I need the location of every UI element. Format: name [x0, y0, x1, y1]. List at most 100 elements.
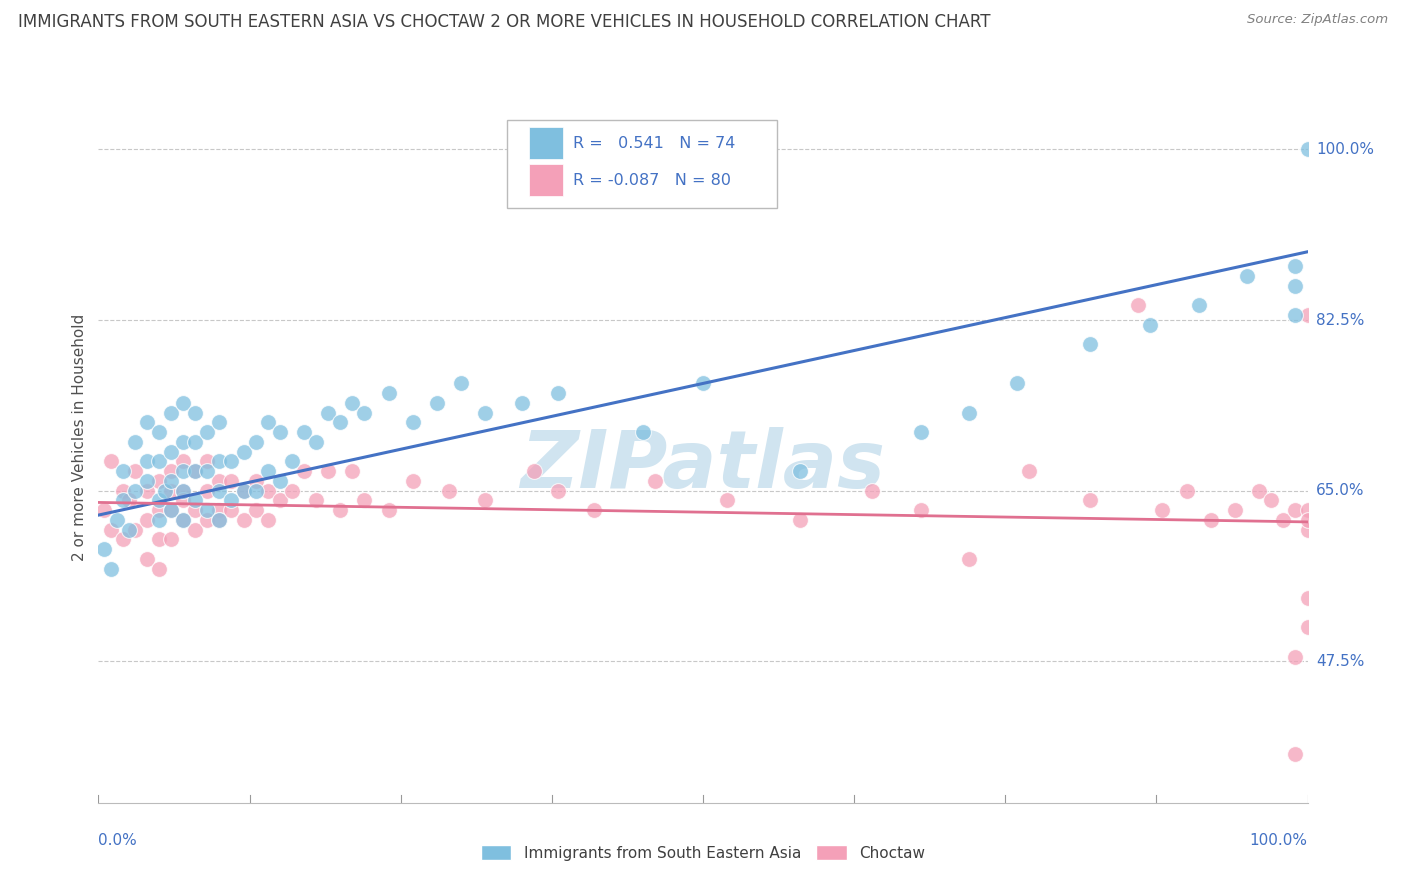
- Point: [402, 474, 425, 488]
- Point: [1296, 620, 1319, 634]
- Point: [124, 483, 146, 498]
- Point: [1139, 318, 1161, 332]
- Point: [1296, 523, 1319, 537]
- Point: [148, 474, 170, 488]
- Point: [160, 474, 183, 488]
- Point: [426, 396, 449, 410]
- Legend: Immigrants from South Eastern Asia, Choctaw: Immigrants from South Eastern Asia, Choc…: [474, 837, 932, 868]
- Point: [1284, 747, 1306, 761]
- Point: [329, 503, 352, 517]
- Point: [208, 416, 231, 430]
- Point: [316, 464, 339, 478]
- Point: [1284, 279, 1306, 293]
- Point: [1249, 483, 1271, 498]
- Point: [583, 503, 606, 517]
- Point: [1128, 298, 1150, 312]
- Point: [232, 513, 254, 527]
- Point: [232, 444, 254, 458]
- Point: [184, 523, 207, 537]
- Point: [148, 503, 170, 517]
- Point: [208, 513, 231, 527]
- Point: [1007, 376, 1029, 391]
- Point: [292, 464, 315, 478]
- Point: [437, 483, 460, 498]
- Point: [160, 533, 183, 547]
- Point: [208, 483, 231, 498]
- Point: [245, 434, 267, 449]
- Point: [474, 406, 496, 420]
- Point: [910, 425, 932, 440]
- Point: [148, 454, 170, 468]
- Point: [1236, 269, 1258, 284]
- Text: IMMIGRANTS FROM SOUTH EASTERN ASIA VS CHOCTAW 2 OR MORE VEHICLES IN HOUSEHOLD CO: IMMIGRANTS FROM SOUTH EASTERN ASIA VS CH…: [18, 13, 991, 31]
- Point: [789, 513, 811, 527]
- Point: [1284, 260, 1306, 274]
- Point: [269, 493, 291, 508]
- Point: [305, 493, 328, 508]
- Point: [547, 386, 569, 401]
- Point: [221, 503, 243, 517]
- Point: [342, 464, 364, 478]
- Point: [377, 386, 399, 401]
- Point: [1296, 591, 1319, 605]
- Point: [135, 513, 157, 527]
- Point: [256, 513, 278, 527]
- Point: [118, 523, 141, 537]
- Point: [292, 425, 315, 440]
- Point: [1078, 337, 1101, 351]
- Point: [1296, 503, 1319, 517]
- Point: [160, 464, 183, 478]
- Point: [510, 396, 533, 410]
- Point: [1078, 493, 1101, 508]
- Point: [329, 416, 352, 430]
- Point: [245, 483, 267, 498]
- Point: [342, 396, 364, 410]
- Point: [195, 483, 218, 498]
- Point: [716, 493, 738, 508]
- Text: Source: ZipAtlas.com: Source: ZipAtlas.com: [1247, 13, 1388, 27]
- Point: [1223, 503, 1246, 517]
- Point: [474, 493, 496, 508]
- Point: [402, 416, 425, 430]
- Point: [100, 454, 122, 468]
- Point: [135, 483, 157, 498]
- Point: [172, 454, 194, 468]
- Point: [1284, 649, 1306, 664]
- Text: 65.0%: 65.0%: [1316, 483, 1364, 499]
- Point: [1296, 142, 1319, 156]
- Point: [789, 464, 811, 478]
- Point: [353, 406, 375, 420]
- Point: [1296, 513, 1319, 527]
- Point: [111, 483, 134, 498]
- Point: [245, 503, 267, 517]
- Point: [184, 493, 207, 508]
- Text: 100.0%: 100.0%: [1250, 833, 1308, 848]
- Point: [100, 562, 122, 576]
- Text: 47.5%: 47.5%: [1316, 654, 1364, 669]
- Point: [1296, 308, 1319, 322]
- Point: [221, 454, 243, 468]
- Point: [195, 503, 218, 517]
- Point: [160, 406, 183, 420]
- Point: [316, 406, 339, 420]
- Point: [1188, 298, 1211, 312]
- Point: [148, 562, 170, 576]
- Point: [93, 503, 115, 517]
- Point: [644, 474, 666, 488]
- Point: [1199, 513, 1222, 527]
- Point: [1152, 503, 1174, 517]
- Point: [692, 376, 714, 391]
- Point: [245, 474, 267, 488]
- Point: [523, 464, 546, 478]
- Point: [160, 444, 183, 458]
- Point: [1260, 493, 1282, 508]
- Point: [1018, 464, 1040, 478]
- Text: R = -0.087   N = 80: R = -0.087 N = 80: [572, 173, 731, 188]
- Text: 0.0%: 0.0%: [98, 833, 138, 848]
- Point: [124, 523, 146, 537]
- Point: [148, 425, 170, 440]
- Point: [281, 454, 304, 468]
- Point: [195, 454, 218, 468]
- Point: [135, 416, 157, 430]
- Point: [547, 483, 569, 498]
